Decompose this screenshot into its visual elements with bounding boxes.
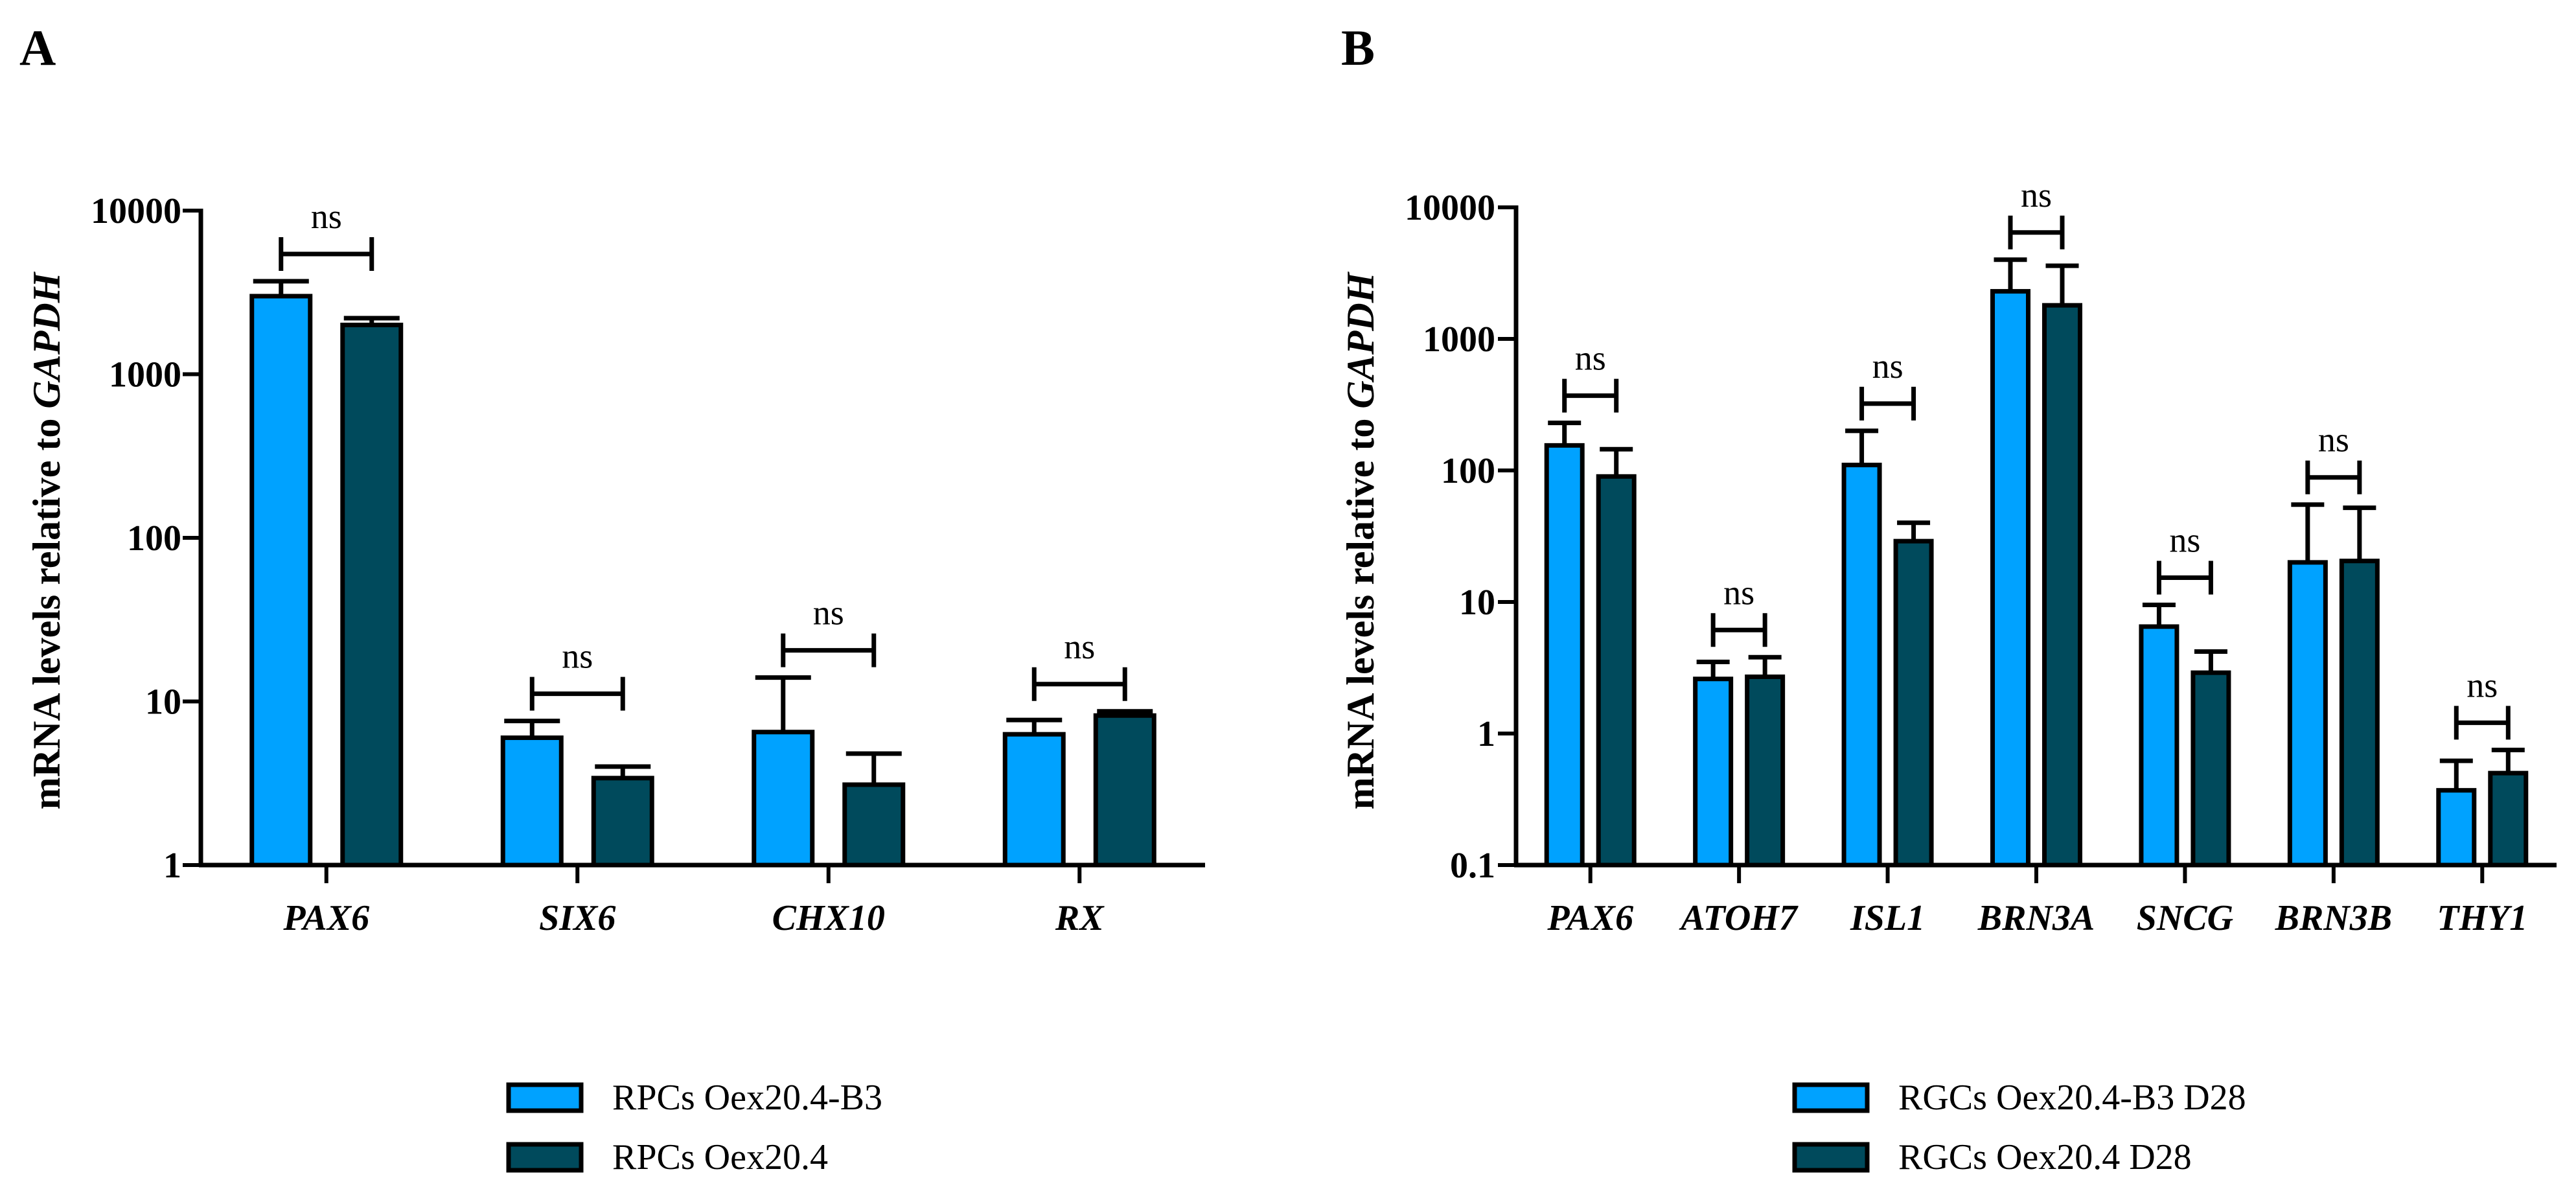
y-tick-label: 0.1 bbox=[1450, 846, 1495, 886]
significance-label: ns bbox=[1872, 347, 1903, 386]
bar bbox=[2339, 559, 2380, 868]
significance-label: ns bbox=[562, 637, 593, 676]
bar bbox=[752, 730, 815, 868]
panel-letter-b: B bbox=[1341, 19, 1375, 76]
significance-label: ns bbox=[1064, 627, 1095, 666]
y-tick-label: 1000 bbox=[1423, 319, 1495, 360]
bars-a bbox=[249, 294, 1156, 868]
category-labels-a: PAX6 SIX6 CHX10 RX bbox=[282, 898, 1105, 938]
bar bbox=[340, 322, 404, 868]
legend-label: RPCs Oex20.4 bbox=[612, 1137, 828, 1177]
category-label: ISL1 bbox=[1850, 898, 1925, 938]
bar bbox=[1093, 713, 1156, 868]
significance-label: ns bbox=[1723, 573, 1754, 612]
bar bbox=[842, 782, 906, 868]
y-axis-label-b-gene: GAPDH bbox=[1339, 271, 1382, 408]
bar bbox=[1544, 443, 1585, 868]
y-axis-label-a-text: mRNA levels relative to bbox=[25, 409, 68, 810]
category-label: BRN3A bbox=[1977, 898, 2095, 938]
category-label: PAX6 bbox=[1547, 898, 1633, 938]
significance-label: ns bbox=[2467, 665, 2498, 704]
axes-a bbox=[198, 209, 1205, 883]
y-tick-label: 1000 bbox=[109, 355, 181, 395]
category-label: BRN3B bbox=[2275, 898, 2393, 938]
significance-label: ns bbox=[1575, 339, 1606, 378]
y-tick-label: 1 bbox=[1477, 714, 1495, 754]
y-tick-label: 10000 bbox=[1405, 188, 1495, 228]
legend-swatch bbox=[1792, 1142, 1870, 1173]
axes-b bbox=[1513, 205, 2557, 883]
significance-label: ns bbox=[2169, 521, 2200, 560]
category-label: SIX6 bbox=[539, 898, 615, 938]
significance-label: ns bbox=[311, 197, 342, 236]
legend-swatch bbox=[506, 1142, 584, 1173]
y-tick-label: 10 bbox=[1459, 583, 1495, 623]
category-label: THY1 bbox=[2437, 898, 2527, 938]
bar bbox=[2287, 560, 2328, 868]
y-axis-label-b: mRNA levels relative to GAPDH bbox=[1339, 271, 1382, 809]
y-axis-label-a: mRNA levels relative to GAPDH bbox=[25, 271, 68, 809]
category-labels-b: PAX6 ATOH7 ISL1 BRN3A SNCG BRN3B THY1 bbox=[1547, 898, 2527, 938]
y-tick-label: 100 bbox=[1441, 451, 1495, 491]
significance-a: ns ns ns ns bbox=[279, 197, 1127, 711]
category-label: CHX10 bbox=[772, 898, 885, 938]
bars-b bbox=[1544, 289, 2529, 868]
bar bbox=[2488, 770, 2529, 868]
error-bars-b bbox=[1548, 257, 2525, 791]
panel-b: B mRNA levels relative to GAPDH 0.1 1 10 10… bbox=[1339, 19, 2557, 1177]
legend-swatch bbox=[506, 1082, 584, 1113]
significance-label: ns bbox=[813, 594, 844, 632]
y-ticks-a: 1 10 100 1000 10000 bbox=[91, 191, 201, 886]
bar bbox=[1841, 463, 1882, 868]
category-label: RX bbox=[1055, 898, 1105, 938]
bar bbox=[1002, 732, 1066, 868]
panel-letter-a: A bbox=[19, 19, 56, 76]
bar bbox=[2139, 624, 2179, 868]
bar bbox=[1596, 474, 1637, 868]
y-axis-label-a-gene: GAPDH bbox=[25, 271, 68, 408]
bar bbox=[1693, 676, 1734, 868]
y-axis-label-b-text: mRNA levels relative to bbox=[1339, 409, 1382, 810]
y-tick-label: 1 bbox=[163, 846, 181, 886]
category-label: PAX6 bbox=[282, 898, 369, 938]
bar bbox=[591, 776, 654, 868]
significance-label: ns bbox=[2021, 176, 2052, 214]
bar bbox=[1745, 674, 1786, 868]
y-tick-label: 10000 bbox=[91, 191, 181, 231]
legend-label: RPCs Oex20.4-B3 bbox=[612, 1078, 882, 1118]
bar bbox=[249, 294, 313, 868]
y-tick-label: 10 bbox=[145, 682, 181, 723]
legend-a: RPCs Oex20.4-B3 RPCs Oex20.4 bbox=[506, 1078, 882, 1177]
y-tick-label: 100 bbox=[127, 518, 181, 559]
legend-b: RGCs Oex20.4-B3 D28 RGCs Oex20.4 D28 bbox=[1792, 1078, 2246, 1177]
bar bbox=[2191, 670, 2231, 868]
significance-label: ns bbox=[2318, 421, 2349, 459]
legend-label: RGCs Oex20.4 D28 bbox=[1898, 1137, 2192, 1177]
legend-swatch bbox=[1792, 1082, 1870, 1113]
category-label: ATOH7 bbox=[1679, 898, 1798, 938]
error-bars-a bbox=[253, 279, 1153, 785]
bar bbox=[1893, 538, 1934, 868]
bar bbox=[1990, 289, 2030, 868]
legend-label: RGCs Oex20.4-B3 D28 bbox=[1898, 1078, 2246, 1118]
category-label: SNCG bbox=[2137, 898, 2233, 938]
bar bbox=[2436, 788, 2477, 868]
bar bbox=[500, 735, 564, 868]
bar bbox=[2042, 303, 2082, 868]
panel-a: A mRNA levels relative to GAPDH 1 10 100 10… bbox=[19, 19, 1205, 1177]
y-ticks-b: 0.1 1 10 100 1000 10000 bbox=[1405, 188, 1516, 886]
significance-b: ns ns ns ns ns ns ns bbox=[1562, 176, 2511, 740]
